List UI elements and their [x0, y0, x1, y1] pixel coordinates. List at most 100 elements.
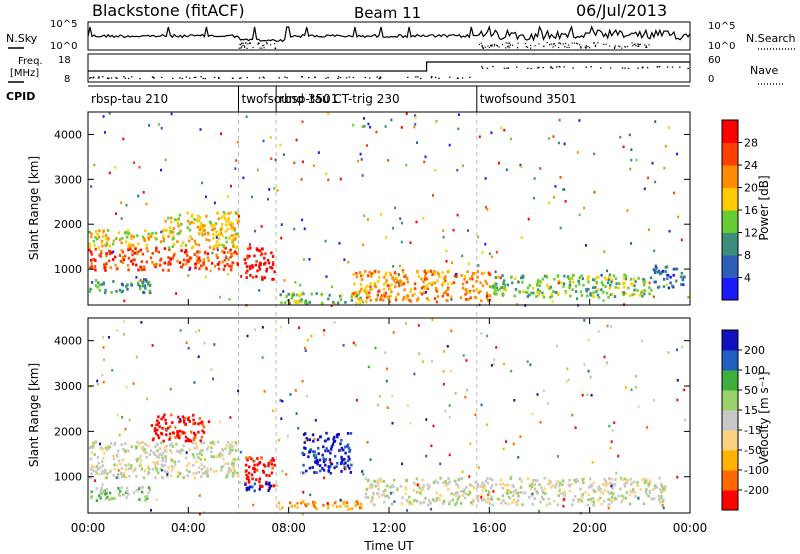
range-gate-cell — [330, 462, 333, 466]
range-gate-cell — [412, 481, 416, 485]
range-gate-cell — [93, 465, 96, 469]
range-gate-cell — [618, 282, 621, 285]
range-gate-cell — [548, 287, 552, 290]
range-gate-cell — [577, 279, 580, 283]
range-gate-cell — [330, 445, 333, 449]
range-gate-cell — [232, 464, 235, 468]
range-gate-cell — [183, 250, 187, 254]
range-gate-cell — [212, 469, 216, 473]
range-gate-cell — [561, 483, 564, 487]
range-gate-cell — [128, 242, 131, 246]
range-gate-cell — [391, 421, 394, 425]
range-gate-cell — [207, 445, 210, 449]
range-gate-cell — [161, 229, 164, 233]
range-gate-cell — [377, 495, 381, 499]
range-gate-cell — [439, 494, 442, 497]
range-gate-cell — [115, 463, 118, 467]
range-gate-cell — [676, 379, 679, 382]
range-gate-cell — [327, 178, 330, 182]
range-gate-cell — [217, 243, 220, 247]
range-gate-cell — [617, 494, 620, 498]
range-gate-cell — [192, 463, 195, 467]
range-gate-cell — [101, 244, 104, 248]
range-gate-cell — [592, 503, 596, 507]
range-gate-cell — [490, 497, 494, 501]
nave-point — [193, 76, 196, 79]
nsearch-point — [507, 42, 509, 44]
range-gate-cell — [651, 488, 655, 492]
range-gate-cell — [434, 169, 437, 172]
range-gate-cell — [253, 489, 256, 493]
range-gate-cell — [558, 141, 560, 145]
range-gate-cell — [592, 286, 595, 290]
range-gate-cell — [447, 269, 450, 273]
range-gate-cell — [90, 252, 93, 256]
range-gate-cell — [183, 431, 187, 435]
range-gate-cell — [377, 279, 380, 283]
nsearch-point — [639, 43, 641, 45]
range-gate-cell — [496, 275, 500, 279]
range-gate-cell — [128, 418, 131, 422]
range-gate-cell — [539, 421, 542, 424]
nsearch-point — [638, 44, 640, 46]
y-tick-label: 3000 — [54, 173, 82, 186]
range-gate-cell — [435, 499, 438, 502]
colorbar-swatch — [722, 120, 738, 143]
range-gate-cell — [192, 438, 196, 442]
range-gate-cell — [641, 294, 644, 298]
range-gate-cell — [88, 242, 91, 246]
range-gate-cell — [604, 484, 608, 487]
range-gate-cell — [255, 275, 258, 278]
range-gate-cell — [268, 474, 271, 477]
range-gate-cell — [597, 486, 600, 490]
range-gate-cell — [395, 276, 398, 280]
range-gate-cell — [131, 249, 134, 253]
range-gate-cell — [552, 290, 555, 293]
range-gate-cell — [103, 358, 105, 362]
range-gate-cell — [186, 474, 190, 478]
range-gate-cell — [120, 282, 124, 286]
colorbar-tick-label: 15 — [744, 404, 758, 417]
colorbar-swatch — [722, 430, 738, 451]
range-gate-cell — [610, 325, 613, 328]
nave-point — [657, 66, 659, 68]
cpid-label: CPID — [6, 90, 35, 103]
range-gate-cell — [642, 502, 646, 506]
range-gate-cell — [253, 254, 256, 258]
range-gate-cell — [401, 462, 404, 466]
range-gate-cell — [623, 285, 626, 289]
colorbar-tick-label: 16 — [744, 204, 758, 217]
range-gate-cell — [162, 439, 165, 443]
range-gate-cell — [377, 276, 381, 279]
range-gate-cell — [435, 491, 438, 495]
range-gate-cell — [170, 474, 173, 478]
range-gate-cell — [624, 292, 627, 295]
range-gate-cell — [208, 246, 212, 249]
range-gate-cell — [293, 161, 296, 165]
range-gate-cell — [610, 278, 614, 282]
range-gate-cell — [483, 498, 486, 502]
range-gate-cell — [256, 269, 259, 273]
range-gate-cell — [468, 277, 472, 281]
range-gate-cell — [171, 245, 174, 248]
nsearch-point — [573, 42, 576, 44]
nsearch-point — [633, 43, 635, 46]
range-gate-cell — [103, 451, 106, 455]
range-gate-cell — [245, 469, 248, 473]
range-gate-cell — [215, 469, 218, 473]
range-gate-cell — [327, 297, 330, 301]
range-gate-cell — [171, 230, 175, 234]
range-gate-cell — [95, 487, 98, 490]
range-gate-cell — [549, 285, 552, 289]
range-gate-cell — [366, 144, 368, 147]
range-gate-cell — [654, 120, 657, 123]
range-gate-cell — [439, 462, 442, 466]
range-gate-cell — [380, 296, 383, 299]
range-gate-cell — [609, 498, 612, 501]
range-gate-cell — [366, 479, 370, 483]
range-gate-cell — [538, 509, 541, 513]
range-gate-cell — [298, 326, 301, 329]
range-gate-cell — [226, 227, 230, 231]
range-gate-cell — [203, 511, 206, 514]
range-gate-cell — [318, 464, 322, 467]
